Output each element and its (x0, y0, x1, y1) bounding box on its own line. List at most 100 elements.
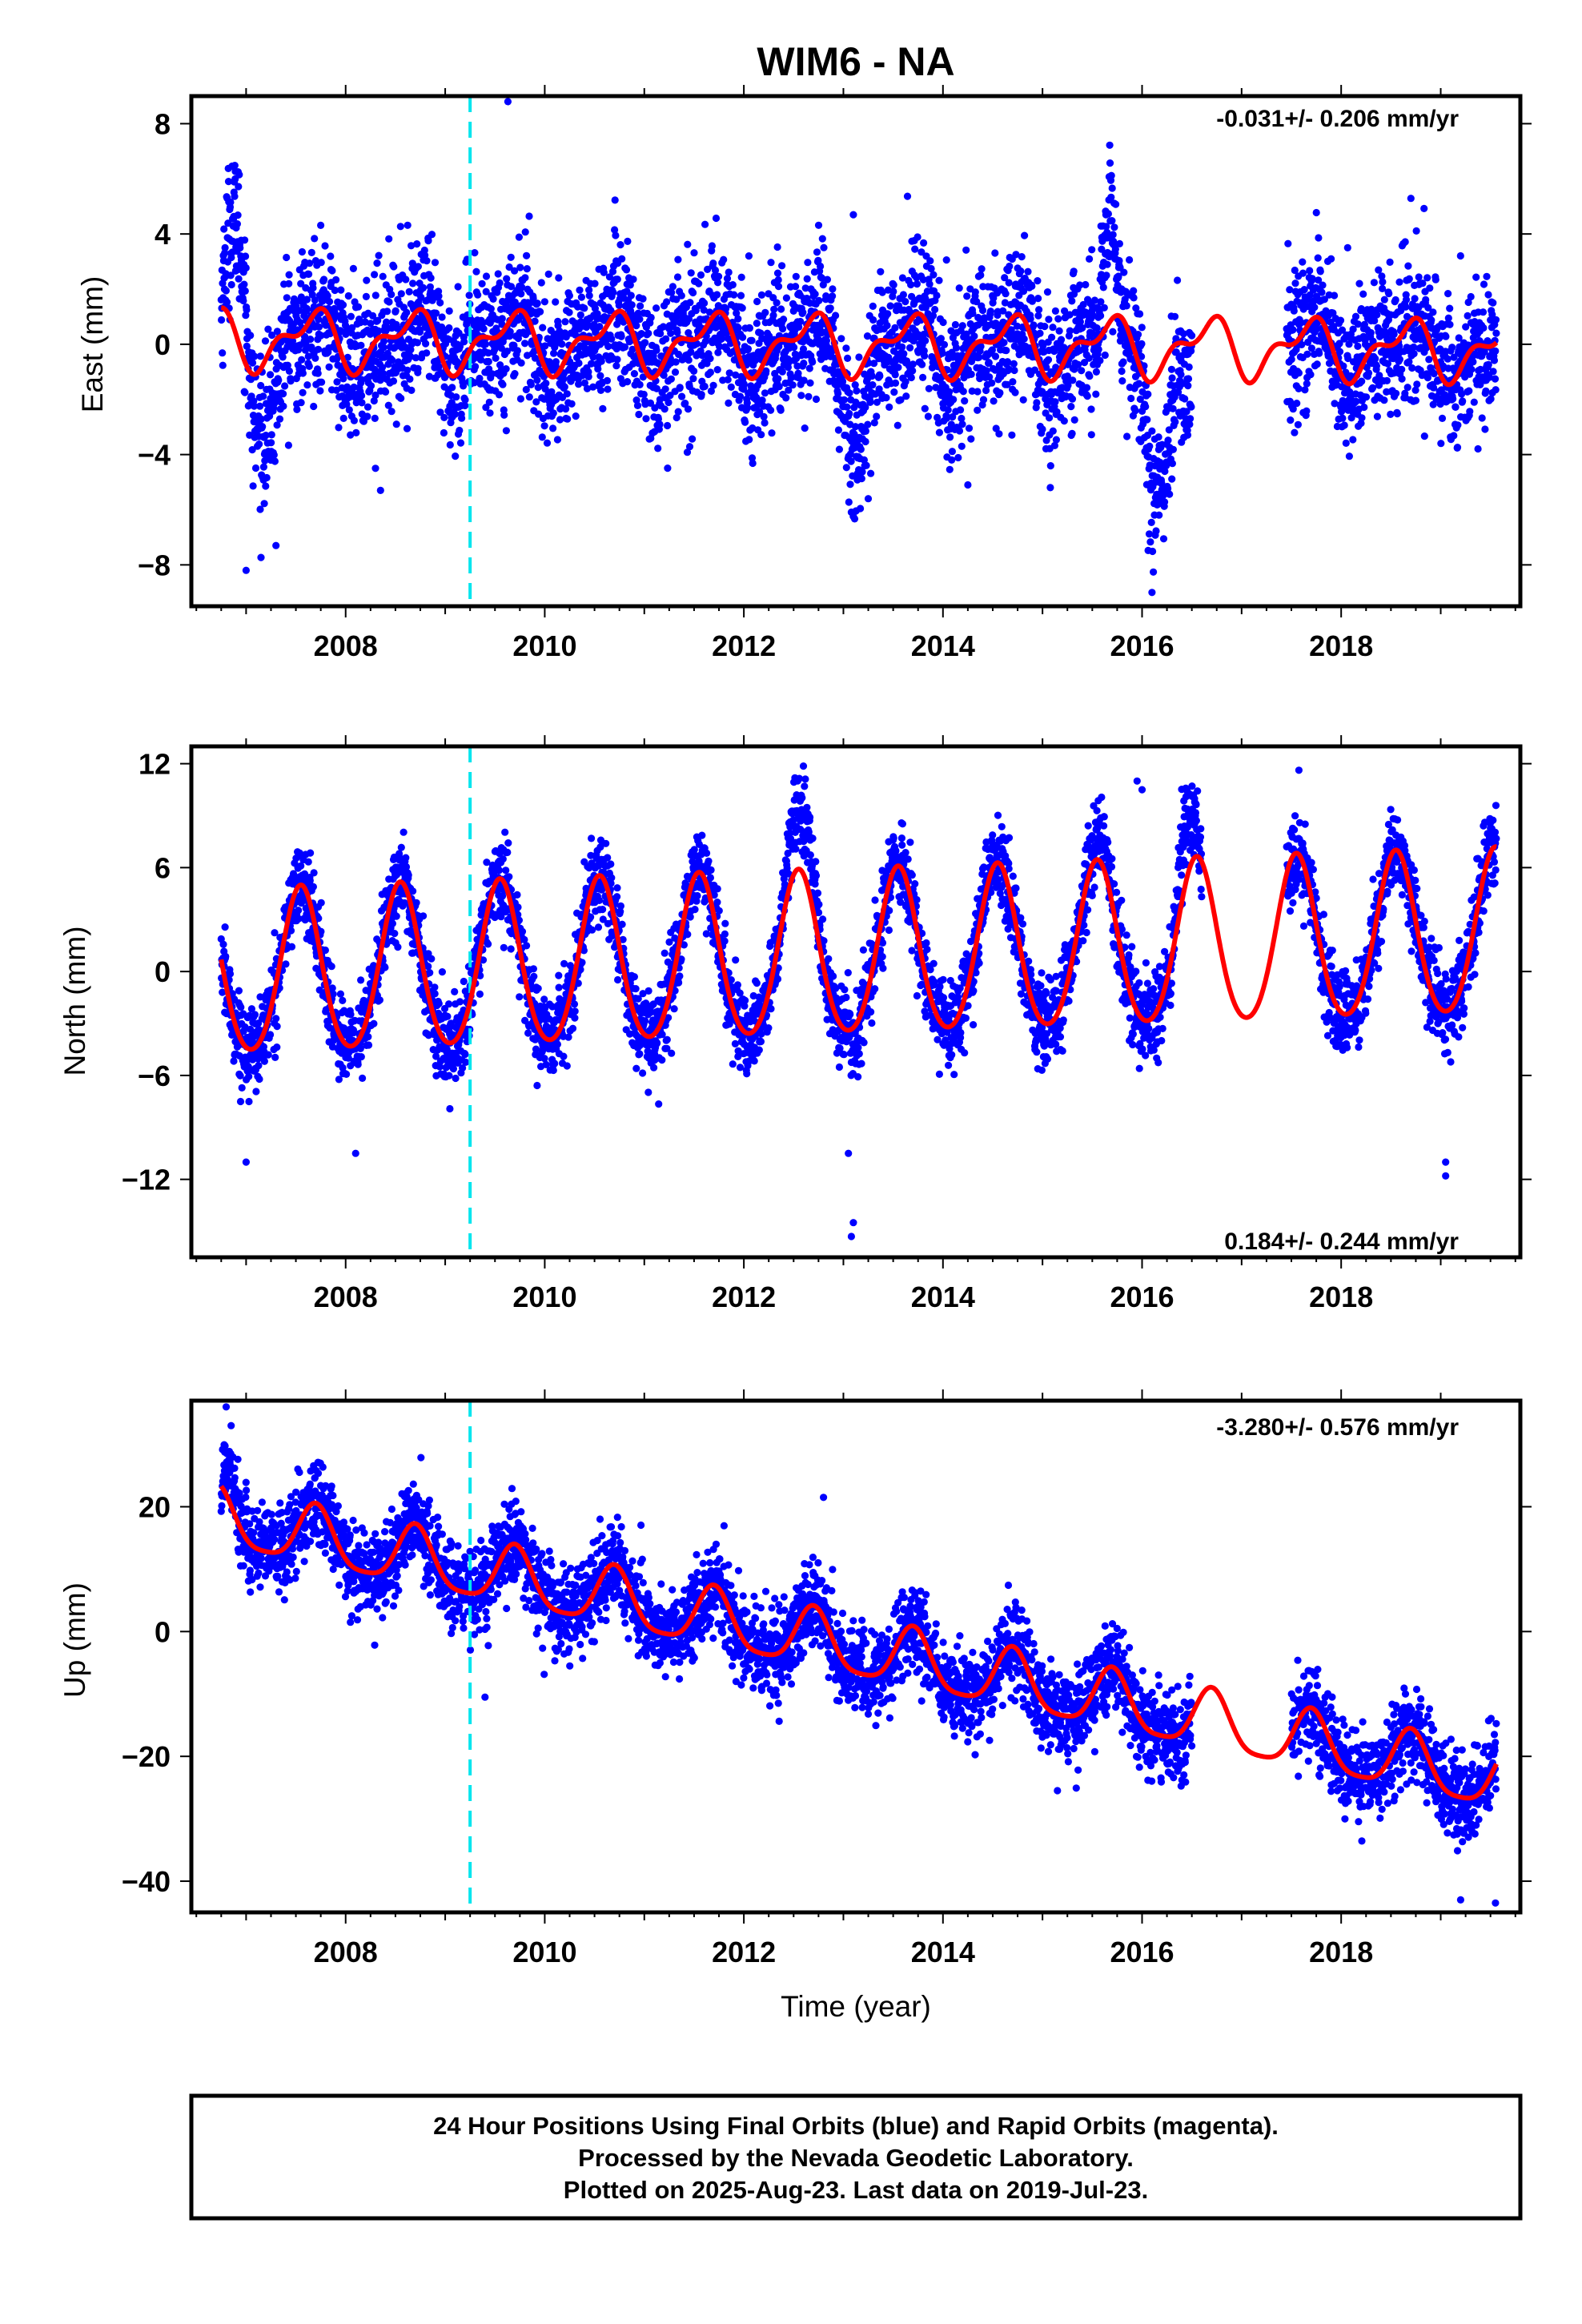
data-point (1339, 414, 1347, 422)
data-point (729, 281, 737, 289)
data-point (930, 271, 938, 279)
data-point (1036, 329, 1044, 337)
data-point (724, 376, 732, 384)
data-point (1454, 421, 1462, 429)
x-tick-label: 2008 (314, 629, 378, 662)
data-point (314, 369, 322, 377)
data-point (295, 907, 303, 915)
data-point (1120, 268, 1128, 276)
data-point (829, 292, 837, 300)
data-point (404, 221, 412, 229)
data-point (641, 339, 649, 347)
data-point (231, 162, 239, 170)
data-point (1041, 323, 1049, 331)
data-point (1118, 377, 1126, 385)
data-point (1134, 331, 1142, 339)
data-point (970, 332, 978, 340)
data-point (1327, 255, 1335, 263)
data-point (251, 464, 260, 472)
data-point (555, 274, 563, 282)
data-point (375, 251, 383, 259)
data-point (1360, 403, 1368, 412)
data-point (804, 259, 812, 267)
data-point (273, 1043, 281, 1051)
data-point (870, 419, 878, 427)
data-point (1020, 335, 1028, 343)
data-point (537, 279, 545, 287)
data-point (379, 337, 388, 345)
data-point (738, 304, 746, 312)
data-point (317, 221, 325, 229)
data-point (397, 394, 405, 402)
data-point (279, 390, 287, 398)
data-point (770, 305, 778, 313)
data-point (706, 368, 715, 376)
data-point (861, 437, 869, 446)
data-point (445, 324, 453, 332)
data-point (639, 373, 647, 381)
data-point (357, 341, 365, 349)
data-point (1057, 336, 1066, 344)
data-point (362, 292, 370, 300)
data-point (414, 364, 422, 372)
data-point (245, 1097, 253, 1106)
data-point (866, 398, 874, 406)
data-point (661, 405, 669, 413)
data-point (576, 286, 584, 294)
data-point (979, 396, 988, 404)
data-point (260, 500, 268, 508)
data-point (1126, 255, 1134, 264)
data-point (428, 231, 436, 239)
data-point (556, 416, 564, 424)
data-point (1315, 234, 1323, 242)
data-point (673, 328, 681, 336)
data-point (343, 353, 351, 361)
data-point (909, 367, 917, 375)
data-point (560, 375, 568, 383)
data-point (531, 317, 539, 325)
data-point (876, 372, 884, 380)
data-point (344, 292, 352, 300)
data-point (264, 1051, 272, 1059)
data-point (753, 297, 761, 306)
data-point (477, 356, 485, 364)
data-point (549, 409, 557, 417)
data-point (482, 404, 490, 412)
data-point (461, 396, 469, 404)
data-point (317, 259, 325, 267)
data-point (350, 383, 358, 392)
data-point (267, 439, 275, 447)
data-point (267, 1031, 275, 1039)
data-point (1312, 208, 1320, 217)
data-point (609, 288, 617, 296)
data-point (773, 269, 782, 277)
data-point (853, 387, 861, 395)
data-point (935, 276, 943, 284)
data-point (950, 396, 958, 404)
data-point (533, 300, 541, 308)
data-point (507, 283, 516, 291)
data-point (1048, 333, 1056, 341)
data-point (235, 987, 243, 995)
data-point (1480, 324, 1488, 332)
data-point (235, 183, 243, 191)
data-point (977, 271, 985, 279)
data-point (461, 401, 469, 410)
data-point (1019, 396, 1027, 404)
data-point (634, 309, 642, 317)
data-point (237, 1003, 245, 1011)
data-point (813, 248, 821, 256)
data-point (234, 211, 242, 219)
data-point (1340, 421, 1348, 429)
data-point (834, 389, 842, 397)
data-point (1359, 290, 1367, 298)
data-point (1299, 258, 1307, 266)
data-point (240, 280, 248, 288)
data-point (1306, 267, 1314, 275)
data-point (1136, 310, 1144, 318)
data-point (375, 327, 383, 335)
data-point (1033, 399, 1041, 407)
data-point (575, 380, 583, 388)
data-point (612, 231, 620, 239)
data-point (379, 272, 387, 280)
